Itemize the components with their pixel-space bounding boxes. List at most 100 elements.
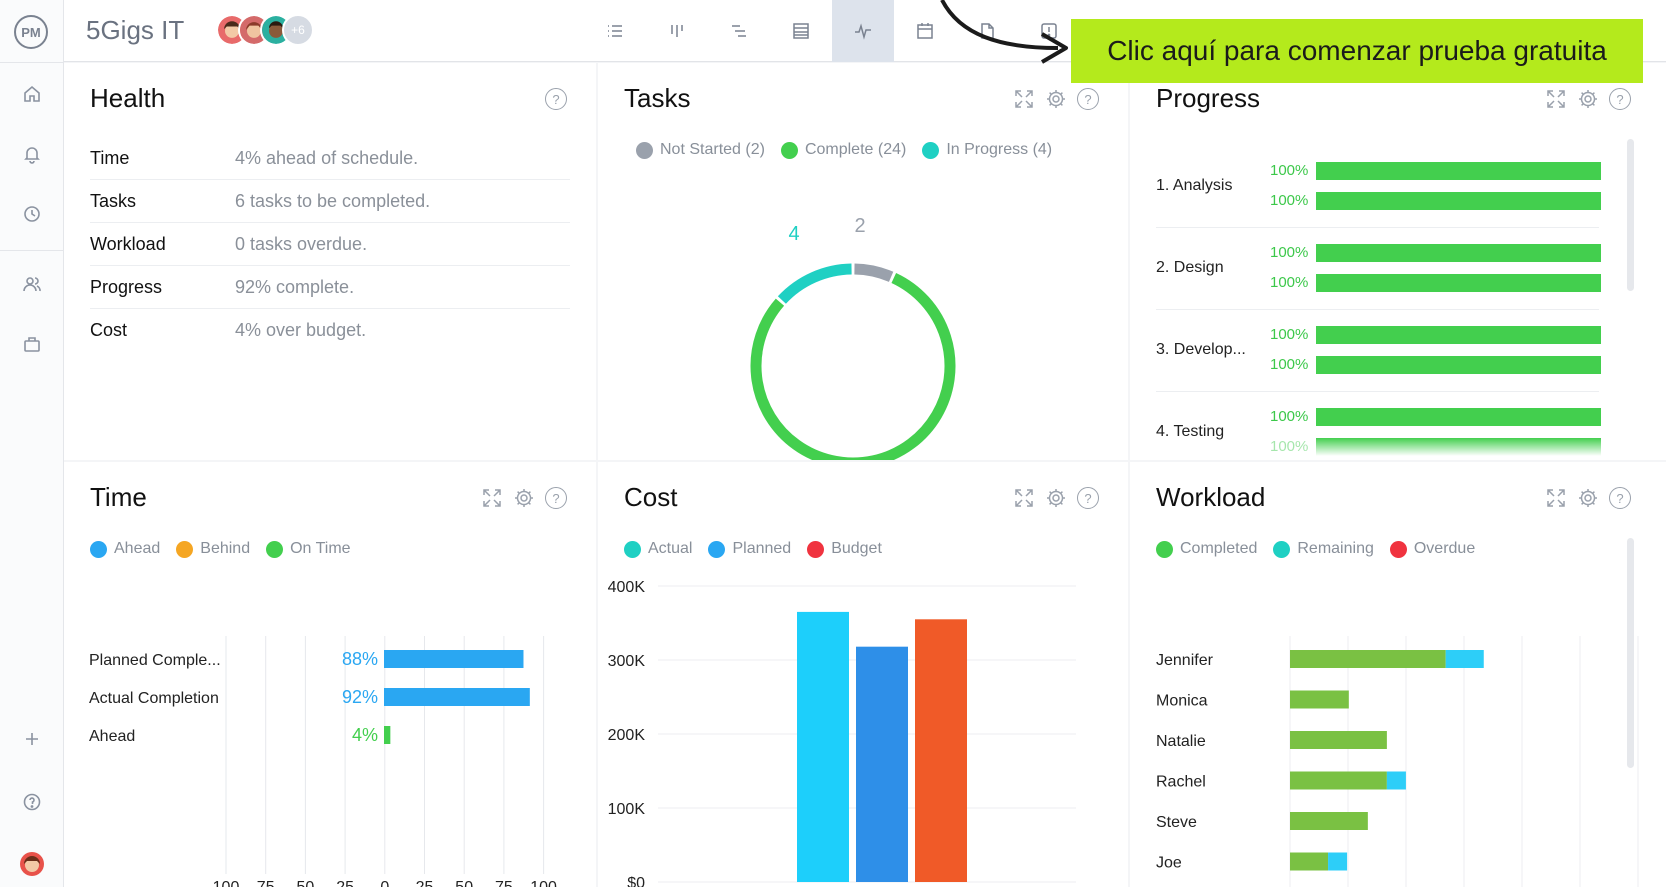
donut-slice xyxy=(750,273,956,460)
help-icon[interactable]: ? xyxy=(1608,486,1632,510)
scrollbar[interactable] xyxy=(1627,538,1634,768)
progress-percent: 100% xyxy=(1270,438,1309,455)
legend-item[interactable]: Ahead xyxy=(90,540,160,558)
tick-label: 75 xyxy=(257,879,275,887)
progress-row-label[interactable]: 4. Testing xyxy=(1156,423,1225,440)
legend-swatch xyxy=(922,141,940,159)
progress-percent: 100% xyxy=(1270,356,1309,373)
progress-percent: 100% xyxy=(1270,408,1309,425)
gear-icon[interactable] xyxy=(1044,87,1068,111)
list-view-icon[interactable] xyxy=(584,0,646,62)
bar xyxy=(384,650,524,668)
add-icon[interactable] xyxy=(20,727,44,751)
expand-icon[interactable] xyxy=(1012,486,1036,510)
calendar-view-icon[interactable] xyxy=(894,0,956,62)
help-icon[interactable]: ? xyxy=(544,486,568,510)
dashboard-view-icon[interactable] xyxy=(832,0,894,62)
legend-swatch xyxy=(1156,540,1173,558)
progress-percent: 100% xyxy=(1270,244,1309,261)
tick-label: 25 xyxy=(336,879,354,887)
bar xyxy=(1290,812,1368,830)
legend-item[interactable]: Overdue xyxy=(1389,540,1476,558)
gear-icon[interactable] xyxy=(1044,486,1068,510)
progress-row-label[interactable]: 1. Analysis xyxy=(1156,177,1233,194)
legend-label: Complete (24) xyxy=(804,141,907,158)
health-value: 4% over budget. xyxy=(235,320,367,340)
gear-icon[interactable] xyxy=(1576,486,1600,510)
legend-item[interactable]: Remaining xyxy=(1273,540,1374,558)
help-icon[interactable]: ? xyxy=(1076,486,1100,510)
people-icon[interactable] xyxy=(20,272,44,296)
legend-item[interactable]: Complete (24) xyxy=(780,141,907,159)
progress-percent: 100% xyxy=(1270,192,1309,209)
legend-label: Ahead xyxy=(114,540,161,557)
help-icon[interactable]: ? xyxy=(1608,87,1632,111)
legend-item[interactable]: Planned xyxy=(708,540,791,558)
legend-item[interactable]: Not Started (2) xyxy=(636,141,765,159)
sidebar-divider xyxy=(0,62,64,63)
expand-icon[interactable] xyxy=(1544,486,1568,510)
health-row: Workload 0 tasks overdue. xyxy=(90,223,570,266)
notifications-icon[interactable] xyxy=(20,142,44,166)
tick-label: 400K xyxy=(608,579,646,596)
donut-slice xyxy=(777,263,852,304)
project-title[interactable]: 5Gigs IT xyxy=(86,15,185,45)
bar xyxy=(856,646,908,882)
bar xyxy=(1290,731,1387,749)
health-label: Workload xyxy=(90,233,166,254)
briefcase-icon[interactable] xyxy=(20,332,44,356)
legend-item[interactable]: Completed xyxy=(1156,540,1257,558)
progress-percent: 100% xyxy=(1270,162,1309,179)
expand-icon[interactable] xyxy=(480,486,504,510)
progress-bar xyxy=(1316,438,1601,456)
help-icon[interactable] xyxy=(20,790,44,814)
panel-title: Tasks xyxy=(624,83,691,113)
bar xyxy=(384,726,391,744)
progress-row-label[interactable]: 3. Develop... xyxy=(1156,341,1246,358)
health-label: Progress xyxy=(90,276,163,297)
tick-label: 25 xyxy=(416,879,434,887)
free-trial-cta-button[interactable]: Clic aquí para comenzar prueba gratuita xyxy=(1071,19,1643,83)
health-row: Tasks 6 tasks to be completed. xyxy=(90,180,570,223)
legend-item[interactable]: In Progress (4) xyxy=(922,141,1052,159)
legend-item[interactable]: On Time xyxy=(266,540,351,558)
health-row: Time 4% ahead of schedule. xyxy=(90,137,570,180)
panel-tools: ? xyxy=(1544,486,1632,510)
scrollbar[interactable] xyxy=(1627,139,1634,291)
gear-icon[interactable] xyxy=(512,486,536,510)
category-label: Actual Completion xyxy=(89,690,219,707)
time-bar-chart: 100 75 50 25 0 25 50 75 100 Planned Comple... 88% A… xyxy=(89,636,557,887)
help-icon[interactable]: ? xyxy=(544,87,568,111)
progress-row-label[interactable]: 2. Design xyxy=(1156,259,1224,276)
health-row: Progress 92% complete. xyxy=(90,266,570,309)
health-value: 4% ahead of schedule. xyxy=(235,147,419,168)
data-label: 2 xyxy=(854,215,865,237)
progress-bar xyxy=(1316,326,1601,344)
home-icon[interactable] xyxy=(20,82,44,106)
legend-label: Overdue xyxy=(1413,540,1476,557)
legend-item[interactable]: Behind xyxy=(176,540,250,558)
panel-tools: ? xyxy=(1012,87,1100,111)
legend-item[interactable]: Actual xyxy=(624,540,692,558)
help-icon[interactable]: ? xyxy=(1076,87,1100,111)
row-divider xyxy=(1156,391,1599,392)
legend-item[interactable]: Budget xyxy=(807,540,882,558)
sidebar: PM xyxy=(0,0,64,887)
category-label: Natalie xyxy=(1156,733,1206,750)
category-label: Jennifer xyxy=(1156,652,1214,669)
chart-legend: Ahead Behind On Time xyxy=(90,540,351,558)
pm-logo[interactable]: PM xyxy=(14,15,48,49)
table-view-icon[interactable] xyxy=(770,0,832,62)
legend-label: Planned xyxy=(732,540,792,557)
user-avatar[interactable] xyxy=(20,852,44,876)
expand-icon[interactable] xyxy=(1544,87,1568,111)
expand-icon[interactable] xyxy=(1012,87,1036,111)
gear-icon[interactable] xyxy=(1576,87,1600,111)
clock-icon[interactable] xyxy=(20,202,44,226)
more-members-badge[interactable]: +6 xyxy=(282,14,314,46)
board-view-icon[interactable] xyxy=(646,0,708,62)
gantt-view-icon[interactable] xyxy=(708,0,770,62)
health-label: Tasks xyxy=(90,190,137,211)
category-label: Steve xyxy=(1156,814,1197,831)
legend-swatch xyxy=(90,540,107,558)
